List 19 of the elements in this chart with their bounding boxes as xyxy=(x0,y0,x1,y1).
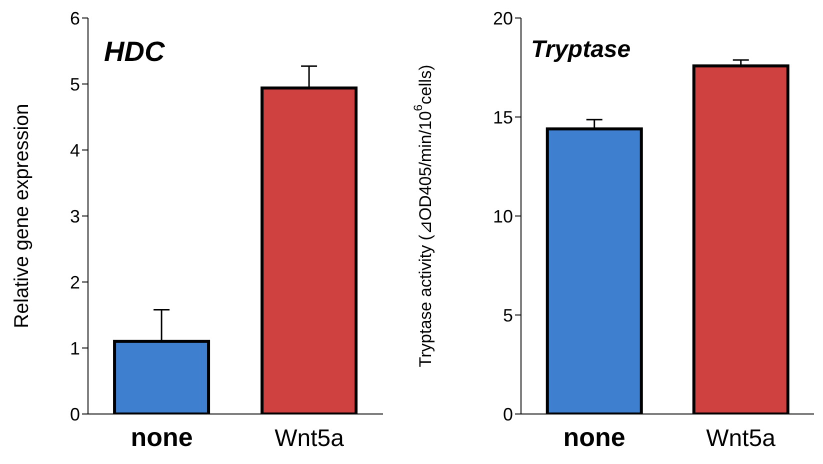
y-tick-label: 20 xyxy=(492,8,513,28)
y-tick-label: 3 xyxy=(70,206,80,226)
y-tick-label: 2 xyxy=(70,272,80,292)
y-tick-label: 1 xyxy=(70,338,80,358)
y-tick-label: 0 xyxy=(70,404,80,424)
x-tick-label: Wnt5a xyxy=(274,425,345,452)
x-tick-label: none xyxy=(130,422,193,452)
y-tick-label: 10 xyxy=(492,206,513,226)
y-tick-label: 5 xyxy=(502,305,513,326)
y-tick-label: 15 xyxy=(492,107,513,128)
y-tick-label: 6 xyxy=(70,8,80,28)
text: Tryptase xyxy=(531,36,631,64)
x-tick-label: Wnt5a xyxy=(706,425,776,452)
text: HDC xyxy=(104,36,165,68)
y-axis-title: Relative gene expression xyxy=(11,104,33,328)
x-tick-label: none xyxy=(563,422,626,452)
y-tick-label: 4 xyxy=(70,140,80,160)
y-tick-label: 0 xyxy=(502,404,513,424)
y-tick-label: 5 xyxy=(70,74,80,94)
